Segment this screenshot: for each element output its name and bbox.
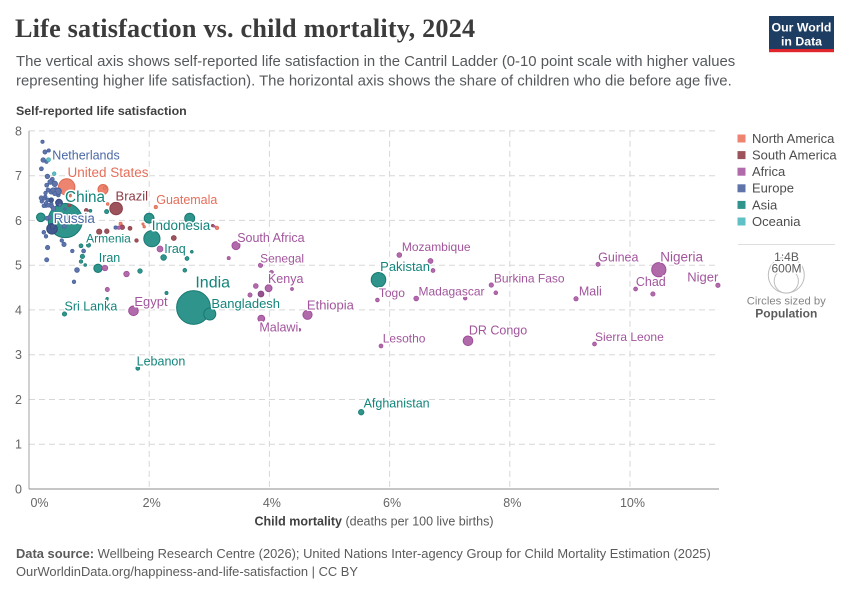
svg-text:Lesotho: Lesotho (383, 331, 426, 345)
svg-text:Guinea: Guinea (598, 251, 638, 265)
svg-text:Self-reported life satisfactio: Self-reported life satisfaction (16, 104, 187, 118)
svg-text:Indonesia: Indonesia (152, 218, 211, 233)
svg-text:5: 5 (15, 259, 22, 273)
svg-text:Ethiopia: Ethiopia (307, 297, 355, 312)
svg-text:Egypt: Egypt (134, 294, 168, 309)
svg-text:0: 0 (15, 483, 22, 497)
svg-text:10%: 10% (620, 496, 645, 510)
svg-text:China: China (65, 189, 105, 206)
svg-text:Madagascar: Madagascar (418, 284, 484, 298)
svg-text:Guatemala: Guatemala (156, 193, 217, 207)
svg-text:OurWorldinData.org/happiness-a: OurWorldinData.org/happiness-and-life-sa… (16, 564, 358, 579)
svg-text:Senegal: Senegal (260, 252, 304, 266)
svg-text:Russia: Russia (54, 211, 96, 226)
svg-text:The vertical axis shows self-r: The vertical axis shows self-reported li… (16, 54, 735, 70)
svg-text:Nigeria: Nigeria (660, 249, 703, 264)
svg-text:1: 1 (15, 438, 22, 452)
svg-text:1:4B: 1:4B (774, 250, 799, 264)
svg-text:7: 7 (15, 169, 22, 183)
svg-text:6: 6 (15, 214, 22, 228)
svg-text:South America: South America (752, 148, 837, 163)
svg-text:600M: 600M (771, 262, 801, 276)
svg-text:Mozambique: Mozambique (402, 240, 471, 254)
svg-text:Africa: Africa (752, 164, 786, 179)
svg-text:Bangladesh: Bangladesh (211, 296, 280, 311)
svg-text:in Data: in Data (781, 35, 822, 49)
svg-text:Armenia: Armenia (86, 232, 131, 246)
svg-text:Population: Population (755, 307, 817, 321)
svg-text:Brazil: Brazil (116, 188, 149, 203)
svg-text:India: India (195, 275, 230, 292)
svg-text:4%: 4% (263, 496, 281, 510)
svg-text:Niger: Niger (687, 270, 719, 285)
svg-text:North America: North America (752, 131, 835, 146)
svg-text:2%: 2% (143, 496, 161, 510)
svg-text:United States: United States (67, 165, 148, 180)
svg-text:Afghanistan: Afghanistan (364, 397, 430, 411)
svg-text:Circles sized by: Circles sized by (747, 295, 826, 307)
svg-text:South Africa: South Africa (237, 231, 304, 245)
svg-text:2: 2 (15, 393, 22, 407)
svg-text:Our World: Our World (772, 21, 832, 35)
svg-text:Child mortality (deaths per 10: Child mortality (deaths per 100 live bir… (255, 515, 494, 529)
svg-text:Togo: Togo (379, 286, 405, 300)
svg-text:6%: 6% (383, 496, 401, 510)
svg-text:Chad: Chad (636, 275, 666, 289)
svg-text:Mali: Mali (579, 285, 602, 299)
svg-text:Life satisfaction vs. child mo: Life satisfaction vs. child mortality, 2… (15, 14, 475, 43)
svg-text:Data source: Wellbeing Researc: Data source: Wellbeing Research Centre (… (16, 546, 711, 561)
svg-text:8: 8 (15, 124, 22, 138)
svg-text:0%: 0% (30, 496, 48, 510)
svg-text:Iran: Iran (99, 251, 121, 265)
svg-text:Sierra Leone: Sierra Leone (595, 330, 664, 344)
svg-text:representing higher life satis: representing higher life satisfaction). … (16, 73, 732, 89)
svg-text:Burkina Faso: Burkina Faso (494, 271, 565, 285)
svg-text:8%: 8% (503, 496, 521, 510)
svg-text:3: 3 (15, 348, 22, 362)
svg-text:Malawi: Malawi (259, 320, 298, 334)
svg-text:Pakistan: Pakistan (380, 259, 430, 274)
svg-text:Europe: Europe (752, 181, 794, 196)
svg-text:DR Congo: DR Congo (469, 324, 527, 338)
svg-text:Sri Lanka: Sri Lanka (64, 300, 117, 314)
svg-text:Kenya: Kenya (268, 272, 303, 286)
svg-text:Netherlands: Netherlands (52, 149, 119, 163)
svg-text:Asia: Asia (752, 197, 778, 212)
svg-text:4: 4 (15, 303, 22, 317)
svg-text:Lebanon: Lebanon (137, 355, 186, 369)
svg-text:Iraq: Iraq (164, 242, 186, 256)
svg-text:Oceania: Oceania (752, 214, 801, 229)
